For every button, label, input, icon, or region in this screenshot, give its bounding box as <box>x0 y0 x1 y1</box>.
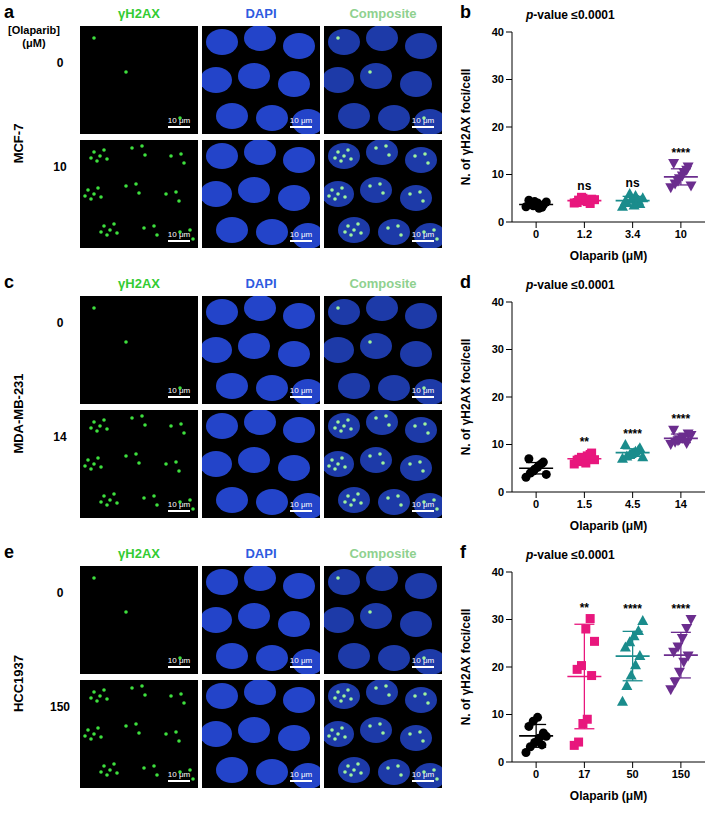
svg-text:40: 40 <box>492 26 504 38</box>
svg-text:10 μm: 10 μm <box>168 500 191 509</box>
svg-text:ns: ns <box>626 176 640 190</box>
svg-text:10 μm: 10 μm <box>290 116 313 125</box>
html-text:p -value ≤0.0001: p -value ≤0.0001 <box>526 8 615 22</box>
html-text:γH2AX: γH2AX <box>118 276 160 291</box>
svg-text:10 μm: 10 μm <box>412 500 435 509</box>
html-text:d: d <box>460 272 471 292</box>
svg-text:0: 0 <box>533 228 539 240</box>
svg-text:N. of γH2AX foci/cell: N. of γH2AX foci/cell <box>459 609 473 726</box>
html-text:p -value ≤0.0001: p -value ≤0.0001 <box>526 548 615 562</box>
svg-text:3.4: 3.4 <box>625 228 641 240</box>
html-text:Composite: Composite <box>349 276 417 291</box>
html-text:MDA-MB-231: MDA-MB-231 <box>10 373 26 454</box>
html-text:HCC1937: HCC1937 <box>10 655 26 712</box>
svg-text:Olaparib (μM): Olaparib (μM) <box>570 789 647 803</box>
svg-text:20: 20 <box>492 661 504 673</box>
html-text:0: 0 <box>56 56 64 70</box>
svg-text:****: **** <box>623 602 642 616</box>
html-text:14: 14 <box>53 430 67 444</box>
html-text:b: b <box>460 2 471 22</box>
svg-text:10 μm: 10 μm <box>168 116 191 125</box>
svg-text:10 μm: 10 μm <box>290 386 313 395</box>
svg-text:10 μm: 10 μm <box>412 656 435 665</box>
svg-text:10 μm: 10 μm <box>290 770 313 779</box>
svg-text:**: ** <box>580 435 590 449</box>
svg-text:30: 30 <box>492 613 504 625</box>
svg-text:****: **** <box>672 412 691 426</box>
svg-text:10 μm: 10 μm <box>290 230 313 239</box>
html-text:Composite: Composite <box>349 6 417 21</box>
svg-text:10: 10 <box>675 228 687 240</box>
svg-text:10 μm: 10 μm <box>168 386 191 395</box>
svg-text:10 μm: 10 μm <box>412 116 435 125</box>
html-text:DAPI: DAPI <box>245 546 277 561</box>
svg-text:10: 10 <box>492 438 504 450</box>
svg-text:50: 50 <box>627 768 639 780</box>
html-text:e: e <box>4 542 14 562</box>
svg-text:40: 40 <box>492 566 504 578</box>
svg-text:150: 150 <box>672 768 690 780</box>
svg-text:0: 0 <box>533 768 539 780</box>
html-text:0: 0 <box>56 316 64 330</box>
svg-text:0: 0 <box>498 486 504 498</box>
html-text:Composite: Composite <box>349 546 417 561</box>
svg-text:1.2: 1.2 <box>577 228 592 240</box>
html-text:f: f <box>460 542 466 562</box>
svg-text:ns: ns <box>577 179 591 193</box>
svg-text:10 μm: 10 μm <box>412 770 435 779</box>
svg-text:Olaparib (μM): Olaparib (μM) <box>570 249 647 263</box>
svg-text:0: 0 <box>498 216 504 228</box>
html-text:p -value ≤0.0001: p -value ≤0.0001 <box>526 278 615 292</box>
svg-text:10 μm: 10 μm <box>412 230 435 239</box>
html-text:a: a <box>4 2 14 22</box>
svg-text:10 μm: 10 μm <box>168 656 191 665</box>
html-text:DAPI: DAPI <box>245 276 277 291</box>
html-text:γH2AX: γH2AX <box>118 6 160 21</box>
html-text:10: 10 <box>53 160 67 174</box>
svg-text:0: 0 <box>498 756 504 768</box>
svg-text:****: **** <box>623 427 642 441</box>
html-text:γH2AX: γH2AX <box>118 546 160 561</box>
html-text:c: c <box>4 272 14 292</box>
svg-text:10: 10 <box>492 708 504 720</box>
svg-text:N. of γH2AX foci/cell: N. of γH2AX foci/cell <box>459 339 473 456</box>
svg-text:**: ** <box>580 601 590 615</box>
html-text:MCF-7: MCF-7 <box>10 123 26 164</box>
svg-text:10 μm: 10 μm <box>168 230 191 239</box>
html-text:[Olaparib]: [Olaparib] <box>8 24 60 36</box>
svg-text:10 μm: 10 μm <box>290 656 313 665</box>
svg-text:N. of γH2AX foci/cell: N. of γH2AX foci/cell <box>459 69 473 186</box>
svg-text:10 μm: 10 μm <box>168 770 191 779</box>
svg-text:20: 20 <box>492 121 504 133</box>
svg-text:1.5: 1.5 <box>577 498 592 510</box>
svg-text:****: **** <box>672 602 691 616</box>
svg-text:Olaparib (μM): Olaparib (μM) <box>570 519 647 533</box>
html-text:0: 0 <box>56 586 64 600</box>
svg-text:****: **** <box>672 146 691 160</box>
svg-text:17: 17 <box>578 768 590 780</box>
svg-text:4.5: 4.5 <box>625 498 640 510</box>
svg-text:30: 30 <box>492 73 504 85</box>
svg-text:20: 20 <box>492 391 504 403</box>
svg-text:10 μm: 10 μm <box>290 500 313 509</box>
html-text:(μM): (μM) <box>22 37 46 49</box>
svg-text:0: 0 <box>533 498 539 510</box>
svg-text:10 μm: 10 μm <box>412 386 435 395</box>
html-text:DAPI: DAPI <box>245 6 277 21</box>
svg-text:10: 10 <box>492 168 504 180</box>
svg-text:40: 40 <box>492 296 504 308</box>
svg-text:30: 30 <box>492 343 504 355</box>
html-text:150: 150 <box>50 700 70 714</box>
svg-text:14: 14 <box>675 498 688 510</box>
